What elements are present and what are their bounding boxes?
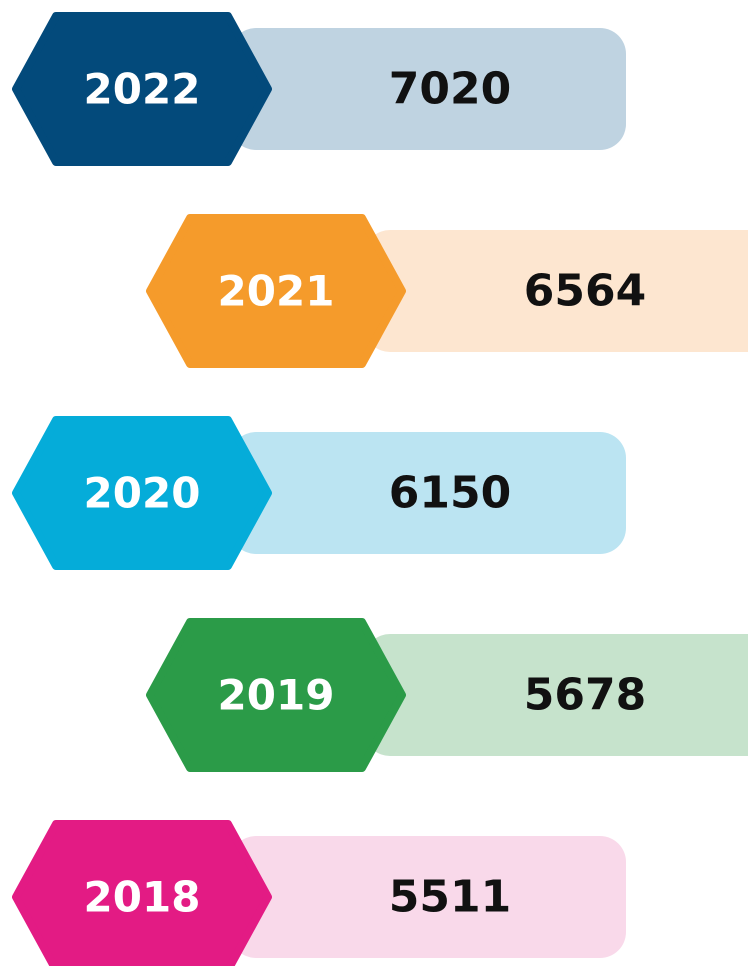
value-bar [230, 28, 626, 150]
year-badge [146, 618, 406, 772]
year-badge [12, 12, 272, 166]
year-label: 2022 [84, 65, 201, 114]
year-badge [146, 214, 406, 368]
value-label: 5511 [389, 872, 511, 923]
year-badge [12, 820, 272, 966]
value-bar [364, 230, 748, 352]
year-label: 2021 [218, 267, 335, 316]
value-label: 7020 [389, 64, 511, 115]
year-label: 2020 [84, 469, 201, 518]
year-badge [12, 416, 272, 570]
value-label: 5678 [524, 670, 646, 721]
year-label: 2018 [84, 873, 201, 922]
value-bar [230, 432, 626, 554]
year-label: 2019 [218, 671, 335, 720]
value-bar [230, 836, 626, 958]
value-bar [364, 634, 748, 756]
value-label: 6564 [524, 266, 646, 317]
value-label: 6150 [389, 468, 511, 519]
